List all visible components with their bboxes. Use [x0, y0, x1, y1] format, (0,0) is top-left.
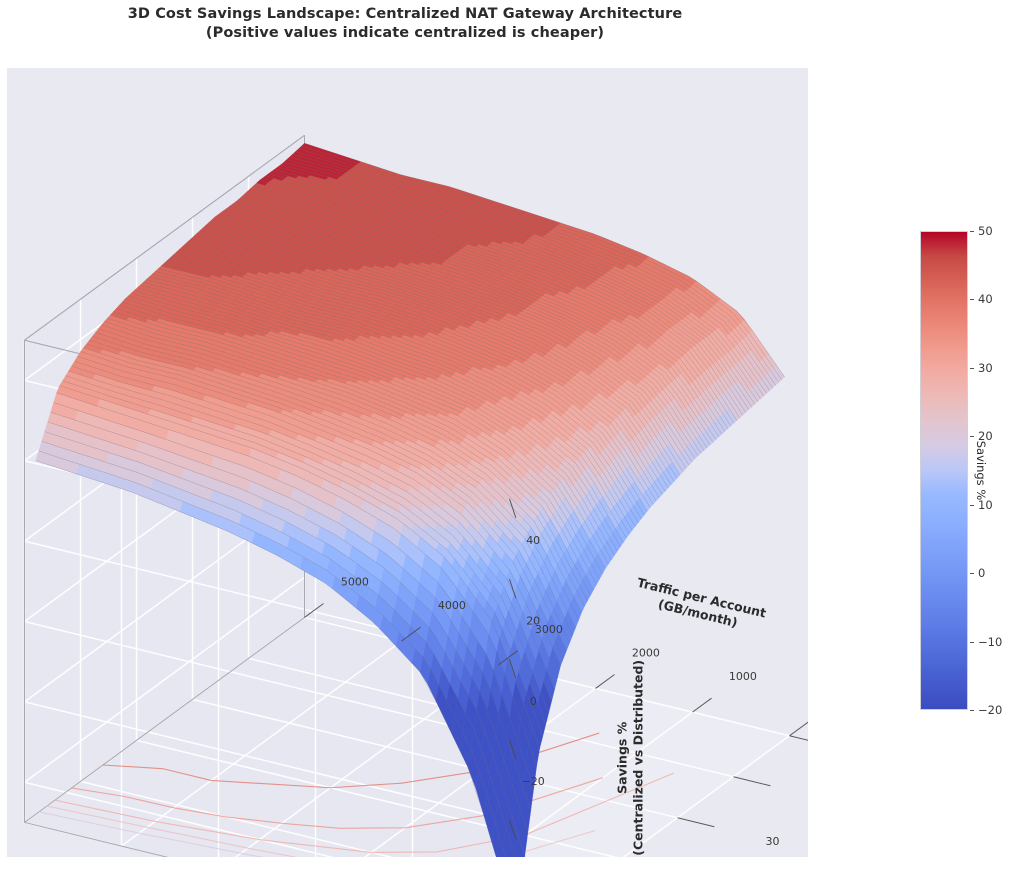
- plot-axes-area[interactable]: 01020304050010002000300040005000−60−40−2…: [7, 68, 808, 857]
- gridline-x-floor: [80, 780, 394, 857]
- gridline-x-floor: [136, 739, 618, 857]
- gridline-y-floor: [363, 687, 596, 857]
- floor-contour-line: [46, 805, 596, 857]
- gridline-z-right: [24, 781, 335, 857]
- gridline-y-floor: [493, 711, 693, 857]
- box-edge-top-left: [24, 134, 305, 341]
- box-edge-floor-right: [24, 821, 169, 857]
- floor-contour-line: [71, 777, 604, 829]
- floor-contour-line: [54, 772, 675, 853]
- title-line-2: (Positive values indicate centralized is…: [205, 25, 605, 42]
- box-edge-floor-left: [24, 616, 305, 823]
- surface-plot-svg: 01020304050010002000300040005000−60−40−2…: [23, 134, 808, 857]
- gridline-x-floor: [192, 698, 678, 819]
- gridline-z-right: [24, 620, 510, 741]
- gridline-y-floor: [622, 735, 790, 857]
- gridline-y-floor: [121, 640, 402, 847]
- floor-contour-line: [38, 811, 265, 857]
- gridline-z-right: [24, 701, 510, 821]
- gridline-z-left: [24, 576, 305, 783]
- title-line-1: 3D Cost Savings Landscape: Centralized N…: [127, 6, 683, 22]
- chart-title: 3D Cost Savings Landscape: Centralized N…: [0, 5, 810, 43]
